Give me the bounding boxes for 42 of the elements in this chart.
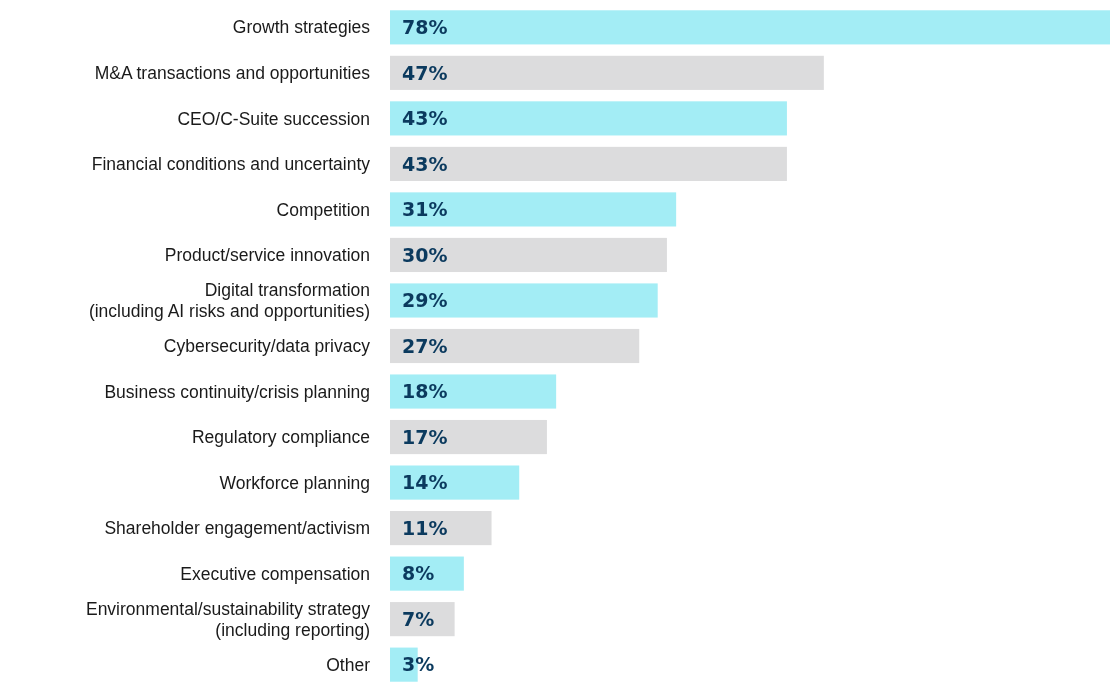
y-tick-label: CEO/C-Suite succession <box>177 108 370 129</box>
y-tick-label: Business continuity/crisis planning <box>104 381 370 402</box>
bar <box>390 192 677 227</box>
y-tick-label: Product/service innovation <box>164 245 370 266</box>
bar <box>390 328 640 364</box>
y-tick-label: Regulatory compliance <box>191 427 370 448</box>
bar <box>390 10 1110 45</box>
data-label: 7% <box>402 607 435 630</box>
data-label: 17% <box>402 425 448 448</box>
data-label: 30% <box>402 243 448 266</box>
bar <box>390 511 492 546</box>
data-label: 31% <box>402 198 448 221</box>
data-label: 43% <box>402 107 448 130</box>
data-label: 78% <box>402 16 448 39</box>
data-label: 27% <box>402 334 448 357</box>
y-tick-label: M&A transactions and opportunities <box>94 62 371 83</box>
data-label: 14% <box>402 471 448 494</box>
y-tick-label: Shareholder engagement/activism <box>104 518 370 539</box>
data-label: 3% <box>402 653 435 676</box>
data-label: 8% <box>402 562 435 585</box>
data-label: 18% <box>402 380 448 403</box>
bar <box>390 419 547 455</box>
y-tick-label: Growth strategies <box>232 17 371 38</box>
y-tick-label: Environmental/sustainability strategy (including reporting) <box>85 598 371 640</box>
data-label: 47% <box>402 61 448 84</box>
bar <box>390 101 787 136</box>
bar <box>390 465 520 500</box>
data-label: 11% <box>402 516 448 539</box>
data-label: 43% <box>402 152 448 175</box>
y-tick-label: Competition <box>276 199 370 220</box>
bar <box>390 374 557 409</box>
y-tick-label: Digital transformation (including AI risks and opportunities) <box>88 280 370 322</box>
bar <box>390 283 658 318</box>
bar <box>390 55 824 90</box>
bar <box>390 146 787 181</box>
y-tick-label: Cybersecurity/data privacy <box>163 336 371 357</box>
bar <box>390 237 667 273</box>
y-tick-label: Financial conditions and uncertainty <box>91 154 371 175</box>
y-tick-label: Executive compensation <box>180 563 370 584</box>
data-label: 29% <box>402 289 448 312</box>
y-tick-label: Other <box>326 654 371 675</box>
y-tick-label: Workforce planning <box>219 472 370 493</box>
